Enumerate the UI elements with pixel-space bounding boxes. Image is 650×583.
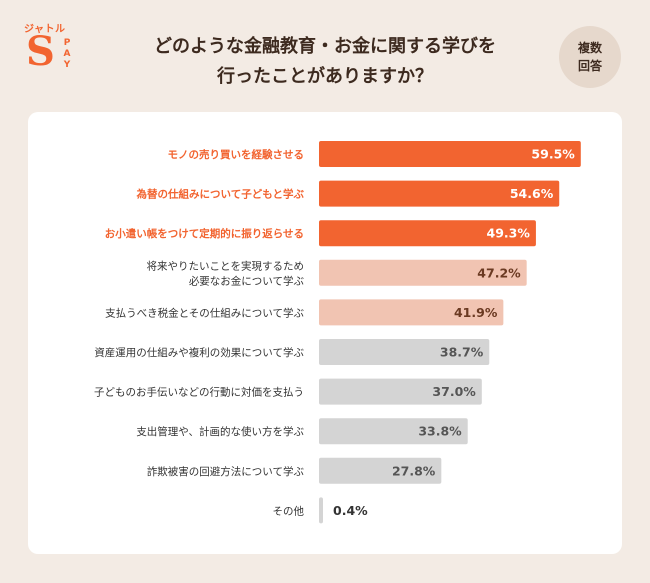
multiple-answer-badge: 複数 回答 [559,26,621,88]
category-label-line: モノの売り買いを経験させる [168,148,305,161]
category-label: 将来やりたいことを実現するため必要なお金について学ぶ [147,259,305,287]
bar [319,259,527,286]
bar [319,220,536,247]
bar [319,339,490,365]
bar [319,418,468,445]
category-label: 支払うべき税金とその仕組みについて学ぶ [105,306,304,319]
bar [319,299,504,326]
category-label: 支出管理や、計画的な使い方を学ぶ [136,425,304,438]
bar-value-label: 49.3% [487,226,531,241]
bar [319,180,560,207]
bar-value-label: 41.9% [454,305,498,320]
bar-value-label: 54.6% [510,186,554,201]
category-label-line: 将来やりたいことを実現するため [147,259,305,272]
bar-value-label: 27.8% [392,463,436,478]
bar [319,378,482,405]
category-label-line: その他 [273,504,305,517]
category-label: 詐欺被害の回避方法について学ぶ [147,465,305,478]
bar-value-label: 38.7% [440,345,484,360]
category-label-line: 資産運用の仕組みや複利の効果について学ぶ [94,346,304,359]
category-label: 子どものお手伝いなどの行動に対価を支払う [94,386,304,399]
category-label: 資産運用の仕組みや複利の効果について学ぶ [94,346,304,359]
category-label: お小遣い帳をつけて定期的に振り返らせる [105,227,304,240]
bar-value-label: 37.0% [432,384,476,399]
bar [319,497,323,524]
category-label-line: 為替の仕組みについて子どもと学ぶ [136,188,305,201]
category-label-line: 詐欺被害の回避方法について学ぶ [147,465,305,478]
logo-brand-top: ジャトル [24,24,66,35]
category-label-line: 支払うべき税金とその仕組みについて学ぶ [105,306,304,319]
category-label: その他 [273,504,305,517]
category-label-line: 必要なお金について学ぶ [189,274,305,287]
chart-title: どのような金融教育・お金に関する学びを 行ったことがありますか？ [154,36,496,87]
bar [319,457,442,484]
bar-value-label: 47.2% [477,265,521,280]
category-label-line: 子どものお手伝いなどの行動に対価を支払う [94,386,304,399]
logo-brand-side: PAY [63,38,71,70]
category-label: 為替の仕組みについて子どもと学ぶ [136,188,305,201]
bar-value-label: 0.4% [333,503,368,518]
bar-value-label: 33.8% [418,424,462,439]
bar [319,141,581,167]
bar-chart: 59.5% モノの売り買いを経験させる 54.6% 為替の仕組みについて子どもと学ぶ 4… [94,141,581,524]
bar-value-label: 59.5% [531,147,575,162]
category-label-line: 支出管理や、計画的な使い方を学ぶ [136,425,304,438]
logo: ジャトル S PAY [24,20,80,80]
chart-card: 59.5% モノの売り買いを経験させる 54.6% 為替の仕組みについて子どもと学ぶ 4… [28,112,622,554]
category-label-line: お小遣い帳をつけて定期的に振り返らせる [105,227,304,240]
category-label: モノの売り買いを経験させる [168,148,305,161]
logo-mark: S [26,28,55,75]
